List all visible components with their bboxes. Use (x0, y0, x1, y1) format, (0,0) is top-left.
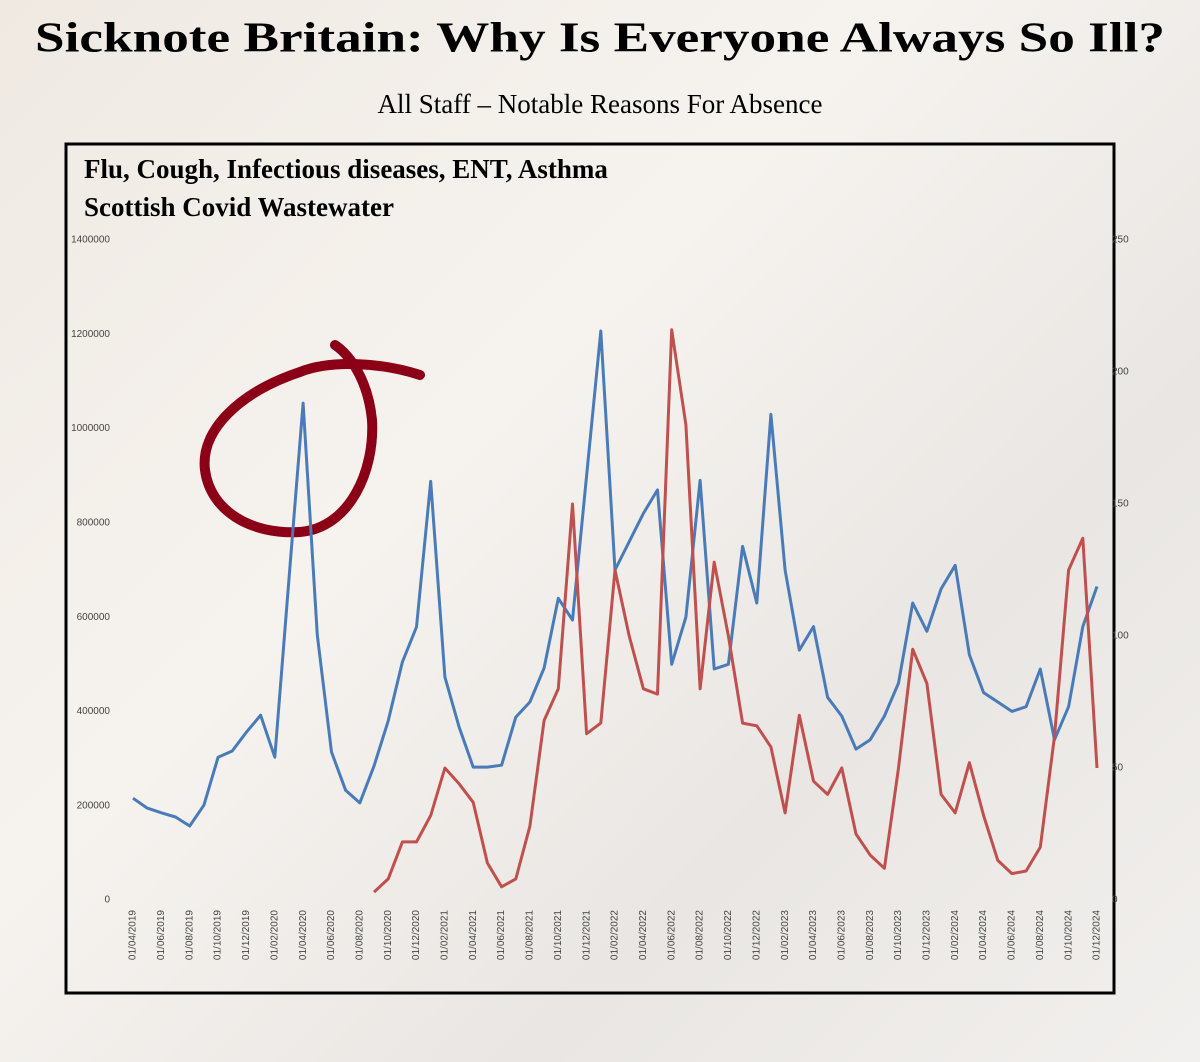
x-tick-label: 01/08/2019 (184, 910, 195, 960)
x-tick-label: 01/02/2024 (950, 910, 961, 960)
x-tick-label: 01/12/2023 (922, 910, 933, 960)
x-tick-label: 01/02/2021 (440, 910, 451, 960)
x-tick-label: 01/12/2019 (241, 910, 252, 960)
x-tick-label: 01/04/2022 (638, 910, 649, 960)
x-tick-label: 01/08/2023 (865, 910, 876, 960)
x-tick-label: 01/10/2021 (553, 910, 564, 960)
x-tick-label: 01/06/2019 (156, 910, 167, 960)
x-tick-label: 01/10/2024 (1063, 910, 1074, 960)
x-tick-label: 01/04/2020 (298, 910, 309, 960)
chart-frame (64, 142, 1116, 995)
x-tick-label: 01/02/2022 (610, 910, 621, 960)
y-tick-label: 800000 (77, 517, 111, 528)
x-tick-label: 01/04/2024 (978, 910, 989, 960)
x-tick-label: 01/02/2020 (269, 910, 280, 960)
y-tick-label: 200000 (77, 800, 111, 811)
y-tick-label: 0 (104, 895, 110, 906)
y2-tick-label: 150 (1112, 499, 1129, 510)
chart-subtitle: All Staff – Notable Reasons For Absence (378, 89, 823, 119)
y2-tick-label: 250 (1112, 235, 1129, 246)
x-tick-label: 01/12/2024 (1092, 910, 1103, 960)
x-tick-label: 01/08/2022 (695, 910, 706, 960)
x-tick-label: 01/10/2020 (383, 910, 394, 960)
x-tick-label: 01/04/2021 (468, 910, 479, 960)
x-tick-label: 01/02/2023 (780, 910, 791, 960)
y-tick-label: 1200000 (71, 329, 110, 340)
x-tick-label: 01/06/2022 (666, 910, 677, 960)
y2-tick-label: 50 (1112, 763, 1124, 774)
legend-entry: Flu, Cough, Infectious diseases, ENT, As… (84, 154, 608, 184)
series-line (372, 328, 1099, 894)
hand-drawn-circle (199, 340, 425, 538)
x-tick-label: 01/04/2023 (808, 910, 819, 960)
y2-tick-label: 200 (1112, 367, 1129, 378)
y-tick-label: 600000 (77, 612, 111, 623)
x-tick-label: 01/06/2024 (1007, 910, 1018, 960)
x-tick-label: 01/12/2021 (581, 910, 592, 960)
x-tick-label: 01/12/2022 (751, 910, 762, 960)
x-tick-label: 01/06/2020 (326, 910, 337, 960)
legend-entry: Scottish Covid Wastewater (84, 192, 394, 222)
y-tick-label: 1000000 (71, 423, 110, 434)
y2-tick-label: 100 (1112, 631, 1129, 642)
x-tick-label: 01/10/2023 (893, 910, 904, 960)
x-tick-label: 01/04/2019 (128, 910, 139, 960)
x-tick-label: 01/08/2024 (1035, 910, 1046, 960)
x-tick-label: 01/10/2019 (213, 910, 224, 960)
x-tick-label: 01/10/2022 (723, 910, 734, 960)
x-tick-label: 01/06/2023 (836, 910, 847, 960)
x-tick-label: 01/08/2020 (354, 910, 365, 960)
x-tick-label: 01/06/2021 (496, 910, 507, 960)
x-tick-label: 01/12/2020 (411, 910, 422, 960)
chart-title: Sicknote Britain: Why Is Everyone Always… (35, 16, 1165, 62)
y-tick-label: 1400000 (71, 235, 110, 246)
x-tick-label: 01/08/2021 (525, 910, 536, 960)
y-tick-label: 400000 (77, 706, 111, 717)
y2-tick-label: 0 (1112, 895, 1118, 906)
